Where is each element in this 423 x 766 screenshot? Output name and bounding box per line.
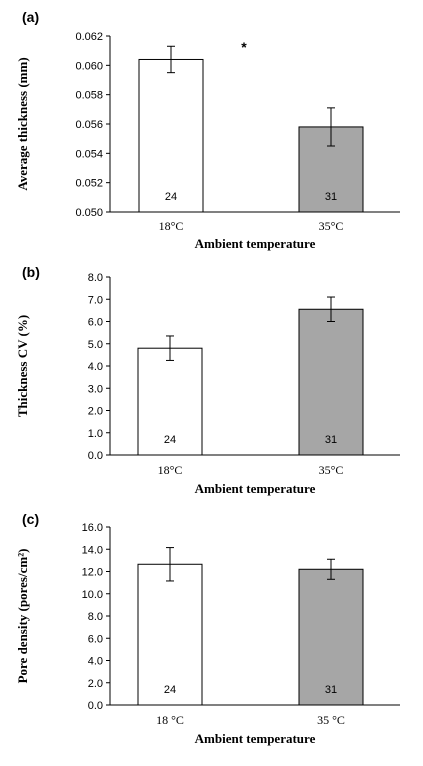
y-tick-label: 0.054 <box>75 148 103 160</box>
y-tick-label: 2.0 <box>88 406 103 418</box>
y-tick-label: 0.050 <box>75 207 103 219</box>
sample-size-label: 31 <box>325 684 337 696</box>
x-category-label: 35°C <box>319 463 344 477</box>
bar <box>137 347 203 456</box>
panel-letter: (c) <box>22 511 39 527</box>
bar <box>137 563 203 706</box>
panel-letter: (a) <box>22 9 39 25</box>
y-tick-label: 16.0 <box>82 522 103 534</box>
y-tick-label: 6.0 <box>88 633 103 645</box>
x-category-label: 18 °C <box>156 713 184 727</box>
x-category-label: 35 °C <box>317 713 345 727</box>
x-category-label: 35°C <box>319 219 344 233</box>
y-tick-label: 8.0 <box>88 272 103 284</box>
sample-size-label: 24 <box>164 434 176 446</box>
y-tick-label: 7.0 <box>88 294 103 306</box>
y-tick-label: 1.0 <box>88 428 103 440</box>
x-category-label: 18°C <box>158 463 183 477</box>
y-tick-label: 4.0 <box>88 361 103 373</box>
sample-size-label: 24 <box>165 191 177 203</box>
y-tick-label: 0.052 <box>75 178 103 190</box>
bar <box>138 58 204 213</box>
y-tick-label: 5.0 <box>88 339 103 351</box>
bar <box>298 568 364 706</box>
y-tick-label: 10.0 <box>82 589 103 601</box>
sample-size-label: 31 <box>325 434 337 446</box>
x-axis-title: Ambient temperature <box>195 481 316 496</box>
sample-size-label: 31 <box>325 191 337 203</box>
y-axis-title: Thickness CV (%) <box>15 315 30 417</box>
y-tick-label: 0.058 <box>75 90 103 102</box>
y-tick-label: 8.0 <box>88 611 103 623</box>
y-axis-title: Pore density (pores/cm²) <box>15 549 30 684</box>
x-category-label: 18°C <box>159 219 184 233</box>
y-tick-label: 12.0 <box>82 567 103 579</box>
y-tick-label: 4.0 <box>88 656 103 668</box>
bar <box>298 308 364 456</box>
y-tick-label: 0.0 <box>88 700 103 712</box>
y-tick-label: 6.0 <box>88 317 103 329</box>
y-tick-label: 0.060 <box>75 60 103 72</box>
y-tick-label: 0.056 <box>75 119 103 131</box>
y-tick-label: 14.0 <box>82 544 103 556</box>
sample-size-label: 24 <box>164 684 176 696</box>
y-tick-label: 0.062 <box>75 31 103 43</box>
x-axis-title: Ambient temperature <box>195 236 316 251</box>
significance-marker: * <box>241 39 247 55</box>
y-tick-label: 0.0 <box>88 450 103 462</box>
y-tick-label: 2.0 <box>88 678 103 690</box>
y-tick-label: 3.0 <box>88 383 103 395</box>
y-axis-title: Average thickness (mm) <box>15 57 30 190</box>
x-axis-title: Ambient temperature <box>195 731 316 746</box>
panel-letter: (b) <box>22 264 40 280</box>
